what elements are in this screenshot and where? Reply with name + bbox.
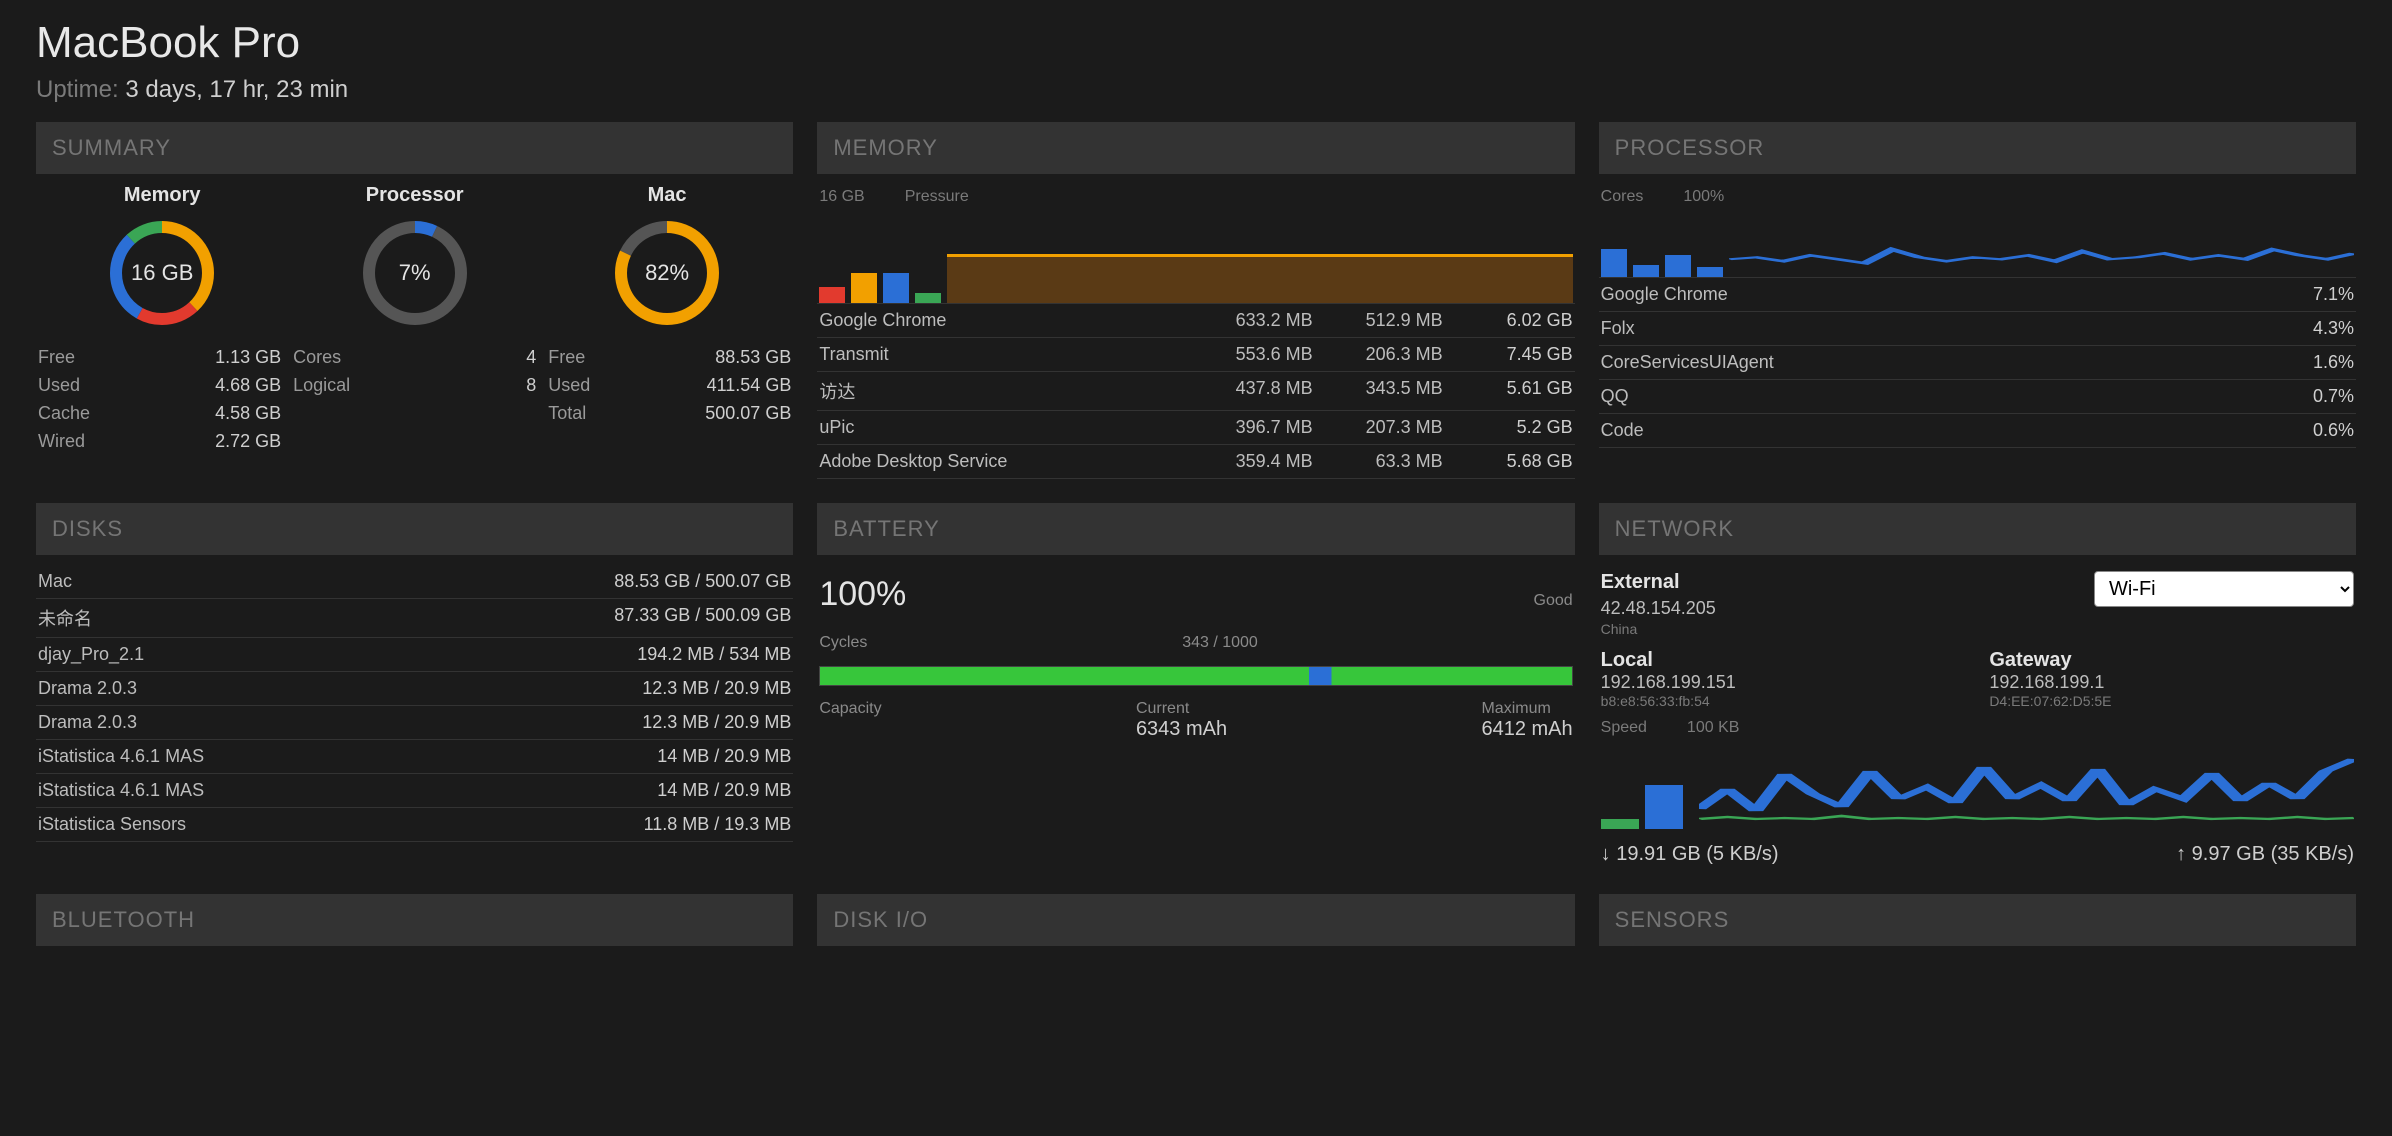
memory-area xyxy=(947,214,1572,303)
processor-header: PROCESSOR xyxy=(1599,122,2356,174)
processor-legend-right: 100% xyxy=(1683,188,1724,206)
disk-row: iStatistica Sensors11.8 MB / 19.3 MB xyxy=(36,808,793,842)
bluetooth-header: BLUETOOTH xyxy=(36,894,793,946)
network-bar xyxy=(1601,819,1639,829)
network-external-ip: 42.48.154.205 xyxy=(1601,598,1716,619)
ring-label-processor: Processor xyxy=(359,184,471,207)
battery-max-label: Maximum xyxy=(1481,700,1572,718)
disks-card: DISKS Mac88.53 GB / 500.07 GB未命名87.33 GB… xyxy=(36,503,793,870)
network-external-label: External xyxy=(1601,571,1716,594)
battery-cycles-value: 343 / 1000 xyxy=(1182,634,1258,652)
memory-legend-right: Pressure xyxy=(905,188,969,206)
memory-row: Google Chrome633.2 MB512.9 MB6.02 GB xyxy=(817,304,1574,338)
memory-bar xyxy=(819,287,845,303)
battery-current-value: 6343 mAh xyxy=(1136,718,1227,741)
network-local-ip: 192.168.199.151 xyxy=(1601,672,1966,693)
stat-row: Used4.68 GB xyxy=(38,371,281,399)
diskio-card: DISK I/O xyxy=(817,894,1574,956)
battery-capacity-label: Capacity xyxy=(819,700,881,718)
processor-bar xyxy=(1633,265,1659,277)
network-interface-select[interactable]: Wi-Fi xyxy=(2094,571,2354,607)
disk-row: iStatistica 4.6.1 MAS14 MB / 20.9 MB xyxy=(36,740,793,774)
stat-row: Logical8 xyxy=(293,371,536,399)
stat-row: Used411.54 GB xyxy=(548,371,791,399)
memory-bar xyxy=(883,273,909,303)
network-gateway-mac: D4:EE:07:62:D5:5E xyxy=(1989,693,2354,709)
processor-line xyxy=(1729,214,2354,277)
battery-header: BATTERY xyxy=(817,503,1574,555)
stat-row: Total500.07 GB xyxy=(548,399,791,427)
ring-mac: 82% xyxy=(611,217,723,329)
processor-bar xyxy=(1665,255,1691,277)
disk-row: Mac88.53 GB / 500.07 GB xyxy=(36,565,793,599)
memory-bar xyxy=(915,293,941,303)
network-local-label: Local xyxy=(1601,649,1966,672)
stat-row: Cache4.58 GB xyxy=(38,399,281,427)
network-speed-label: Speed xyxy=(1601,719,1647,737)
processor-bar xyxy=(1601,249,1627,277)
battery-max-value: 6412 mAh xyxy=(1481,718,1572,741)
network-down: ↓ 19.91 GB (5 KB/s) xyxy=(1601,843,1779,866)
processor-row: Code0.6% xyxy=(1599,414,2356,448)
page-title: MacBook Pro xyxy=(36,18,2356,68)
memory-header: MEMORY xyxy=(817,122,1574,174)
ring-label-mac: Mac xyxy=(611,184,723,207)
ring-label-memory: Memory xyxy=(106,184,218,207)
memory-card: MEMORY 16 GB Pressure Google Chrome633.2… xyxy=(817,122,1574,479)
memory-row: Adobe Desktop Service359.4 MB63.3 MB5.68… xyxy=(817,445,1574,479)
disk-row: Drama 2.0.312.3 MB / 20.9 MB xyxy=(36,672,793,706)
processor-row: Folx4.3% xyxy=(1599,312,2356,346)
disk-row: djay_Pro_2.1194.2 MB / 534 MB xyxy=(36,638,793,672)
network-speed-value: 100 KB xyxy=(1687,719,1739,737)
battery-current-label: Current xyxy=(1136,700,1227,718)
network-external-loc: China xyxy=(1601,621,1716,637)
memory-legend-left: 16 GB xyxy=(819,188,864,206)
network-lines xyxy=(1699,749,2354,829)
network-gateway-label: Gateway xyxy=(1989,649,2354,672)
sensors-header: SENSORS xyxy=(1599,894,2356,946)
uptime: Uptime: 3 days, 17 hr, 23 min xyxy=(36,76,2356,104)
network-header: NETWORK xyxy=(1599,503,2356,555)
battery-health: Good xyxy=(1534,592,1573,610)
bluetooth-card: BLUETOOTH xyxy=(36,894,793,956)
disk-row: 未命名87.33 GB / 500.09 GB xyxy=(36,599,793,638)
uptime-value: 3 days, 17 hr, 23 min xyxy=(125,76,348,103)
memory-row: uPic396.7 MB207.3 MB5.2 GB xyxy=(817,411,1574,445)
network-card: NETWORK External 42.48.154.205 China Wi-… xyxy=(1599,503,2356,870)
battery-cycles-label: Cycles xyxy=(819,634,867,652)
processor-row: QQ0.7% xyxy=(1599,380,2356,414)
disk-row: iStatistica 4.6.1 MAS14 MB / 20.9 MB xyxy=(36,774,793,808)
ring-processor: 7% xyxy=(359,217,471,329)
battery-card: BATTERY 100% Good Cycles 343 / 1000 Capa… xyxy=(817,503,1574,870)
processor-card: PROCESSOR Cores 100% Google Chrome7.1%Fo… xyxy=(1599,122,2356,479)
battery-pct: 100% xyxy=(819,575,906,614)
summary-header: SUMMARY xyxy=(36,122,793,174)
memory-bar xyxy=(851,273,877,303)
processor-bar xyxy=(1697,267,1723,277)
memory-row: Transmit553.6 MB206.3 MB7.45 GB xyxy=(817,338,1574,372)
battery-bar xyxy=(819,666,1572,686)
network-up: ↑ 9.97 GB (35 KB/s) xyxy=(2176,843,2354,866)
ring-memory: 16 GB xyxy=(106,217,218,329)
network-local-mac: b8:e8:56:33:fb:54 xyxy=(1601,693,1966,709)
sensors-card: SENSORS xyxy=(1599,894,2356,956)
disk-row: Drama 2.0.312.3 MB / 20.9 MB xyxy=(36,706,793,740)
network-gateway-ip: 192.168.199.1 xyxy=(1989,672,2354,693)
processor-row: CoreServicesUIAgent1.6% xyxy=(1599,346,2356,380)
diskio-header: DISK I/O xyxy=(817,894,1574,946)
processor-legend-left: Cores xyxy=(1601,188,1644,206)
stat-row: Free88.53 GB xyxy=(548,343,791,371)
uptime-label: Uptime: xyxy=(36,76,125,103)
stat-row: Wired2.72 GB xyxy=(38,427,281,455)
summary-card: SUMMARY Memory 16 GBProcessor 7%Mac 82% … xyxy=(36,122,793,479)
stat-row: Free1.13 GB xyxy=(38,343,281,371)
disks-header: DISKS xyxy=(36,503,793,555)
network-bar xyxy=(1645,785,1683,829)
stat-row: Cores4 xyxy=(293,343,536,371)
processor-row: Google Chrome7.1% xyxy=(1599,278,2356,312)
memory-row: 访达437.8 MB343.5 MB5.61 GB xyxy=(817,372,1574,411)
